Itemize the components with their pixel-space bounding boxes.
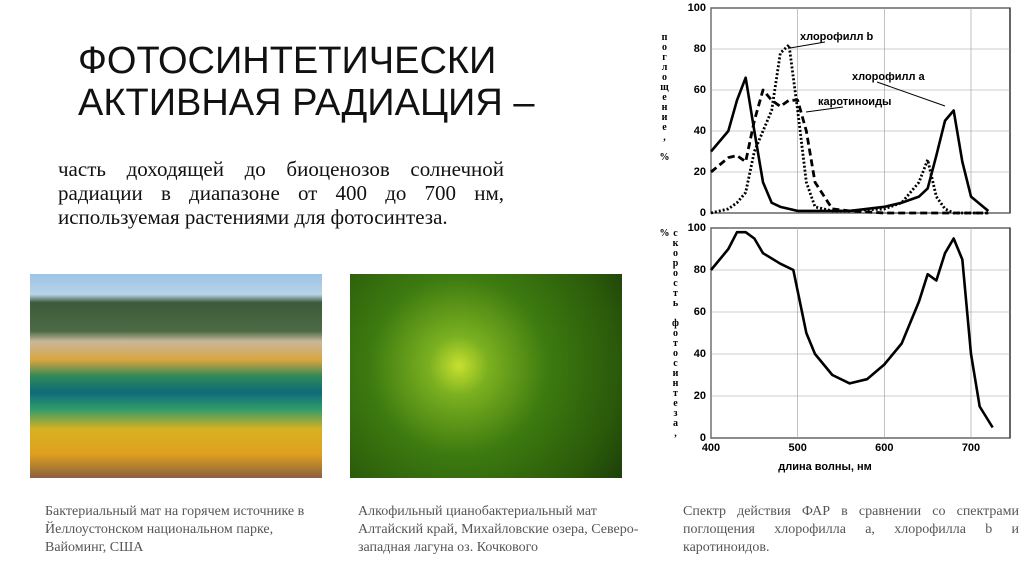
x-tick-label: 700 bbox=[962, 442, 980, 454]
x-tick-label: 600 bbox=[875, 442, 893, 454]
y-tick-label: 100 bbox=[688, 2, 706, 14]
y-axis-label: поглощение, % bbox=[659, 32, 670, 162]
y-tick-label: 0 bbox=[700, 432, 706, 444]
y-tick-label: 0 bbox=[700, 207, 706, 219]
title-line: ФОТОСИНТЕТИЧЕСКИ bbox=[78, 40, 497, 82]
series-line bbox=[709, 230, 994, 429]
y-axis-label: скорость фотосинтеза, % bbox=[659, 228, 681, 438]
series-label: хлорофилл b bbox=[800, 31, 874, 43]
y-tick-label: 20 bbox=[694, 166, 706, 178]
photo bbox=[350, 274, 622, 478]
x-tick-label: 400 bbox=[702, 442, 720, 454]
y-tick-label: 60 bbox=[694, 84, 706, 96]
leader-line bbox=[876, 81, 946, 107]
series-label: каротиноиды bbox=[818, 96, 891, 108]
title: ФОТОСИНТЕТИЧЕСКИ АКТИВНАЯ РАДИАЦИЯ – bbox=[78, 40, 535, 124]
y-tick-label: 20 bbox=[694, 390, 706, 402]
caption: Спектр действия ФАР в сравнении со спект… bbox=[683, 504, 1019, 555]
y-tick-label: 80 bbox=[694, 43, 706, 55]
y-tick-label: 60 bbox=[694, 306, 706, 318]
x-axis-label: длина волны, нм bbox=[778, 461, 872, 473]
caption: Бактериальный мат на горячем источнике в… bbox=[45, 504, 305, 555]
series-line bbox=[710, 43, 989, 215]
caption: Алкофильный цианобактериальный мат Алтай… bbox=[358, 504, 639, 555]
leader-line bbox=[805, 106, 844, 113]
series-line bbox=[710, 88, 989, 215]
leader-line bbox=[789, 41, 826, 49]
photo bbox=[30, 274, 322, 478]
plot-frame bbox=[710, 227, 1011, 439]
x-tick-label: 500 bbox=[788, 442, 806, 454]
series-label: хлорофилл а bbox=[852, 71, 926, 83]
y-tick-label: 100 bbox=[688, 222, 706, 234]
y-tick-label: 80 bbox=[694, 264, 706, 276]
title-line: АКТИВНАЯ РАДИАЦИЯ – bbox=[78, 82, 535, 124]
y-tick-label: 40 bbox=[694, 348, 706, 360]
y-tick-label: 40 bbox=[694, 125, 706, 137]
body-text: часть доходящей до биоценозов солнечной … bbox=[58, 157, 504, 229]
